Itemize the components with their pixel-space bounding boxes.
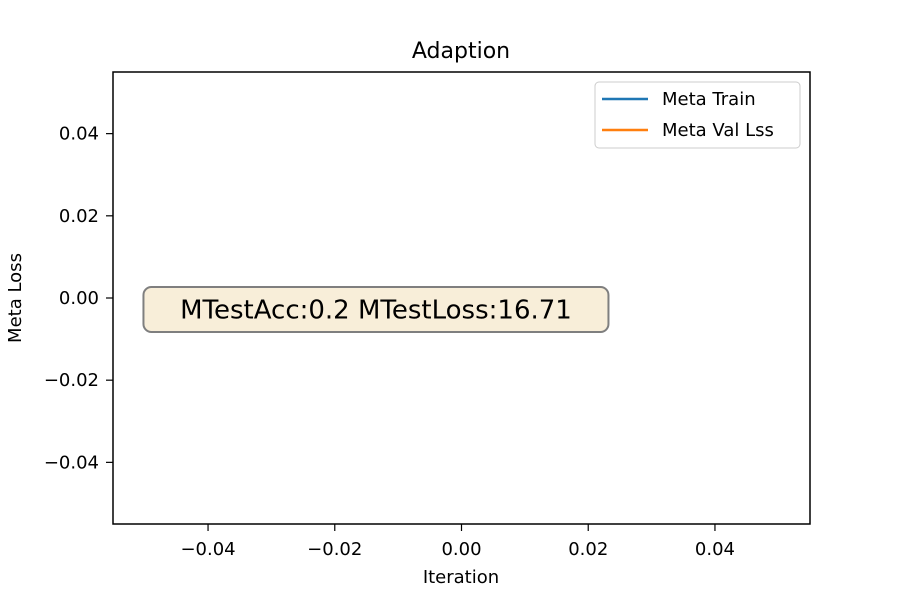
y-tick-label: −0.02 [44, 370, 99, 391]
x-axis-label: Iteration [423, 567, 499, 588]
annotation-box: MTestAcc:0.2 MTestLoss:16.71 [142, 286, 610, 334]
legend-label-1: Meta Train [662, 89, 756, 110]
y-tick-label: −0.04 [44, 452, 99, 473]
legend: Meta Train Meta Val Lss [594, 81, 801, 149]
x-axis-ticks: −0.04 −0.02 0.00 0.02 0.04 [180, 524, 735, 560]
y-axis-label: Meta Loss [5, 253, 26, 343]
chart-title: Adaption [412, 39, 510, 64]
x-tick-label: 0.04 [695, 539, 735, 560]
y-tick-label: 0.02 [59, 206, 99, 227]
x-tick-label: 0.00 [441, 539, 481, 560]
legend-items: Meta Train Meta Val Lss [602, 89, 774, 141]
y-tick-label: 0.00 [59, 288, 99, 309]
y-axis-ticks: −0.04 −0.02 0.00 0.02 0.04 [44, 124, 113, 473]
y-tick-label: 0.04 [59, 124, 99, 145]
x-tick-label: −0.04 [180, 539, 235, 560]
x-tick-label: −0.02 [307, 539, 362, 560]
legend-label-2: Meta Val Lss [662, 120, 774, 141]
annotation-text: MTestAcc:0.2 MTestLoss:16.71 [180, 296, 572, 326]
x-tick-label: 0.02 [568, 539, 608, 560]
annotation-frame [142, 286, 610, 334]
